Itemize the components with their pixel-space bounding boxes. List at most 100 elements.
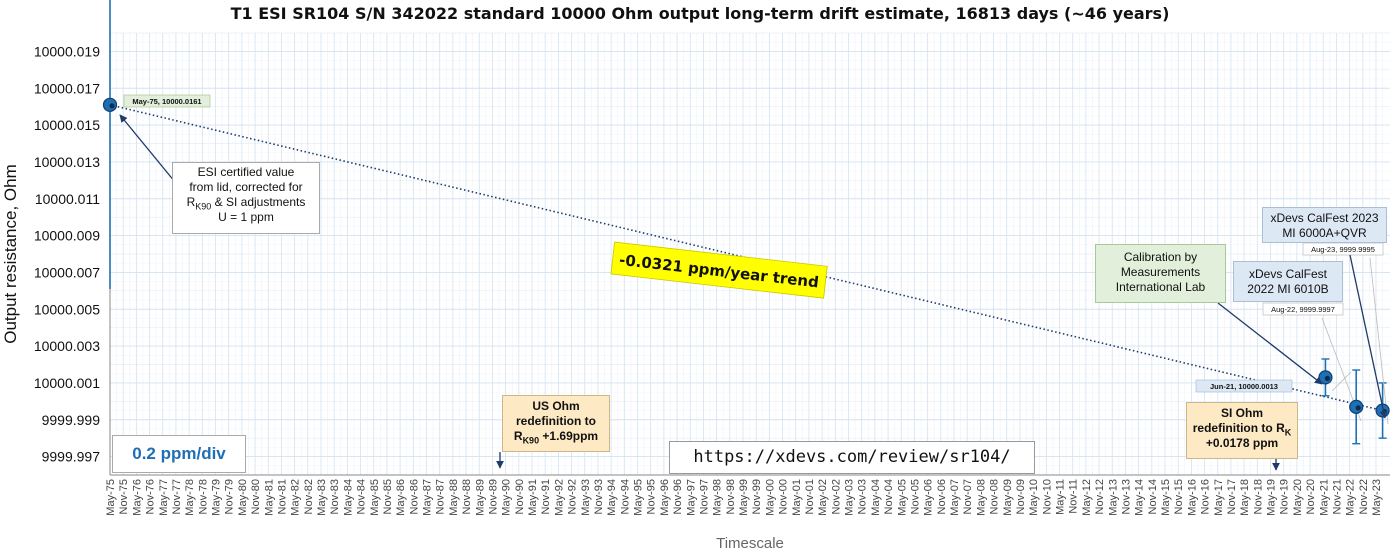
x-tick-label: Nov-21	[1331, 479, 1343, 514]
x-tick-label: May-95	[633, 479, 645, 516]
x-tick-label: May-83	[316, 479, 328, 516]
y-tick-label: 10000.007	[34, 264, 100, 280]
x-tick-label: May-79	[211, 479, 223, 516]
x-tick-label: May-17	[1213, 479, 1225, 516]
mil-note: Calibration by Measurements Internationa…	[1095, 244, 1226, 303]
x-tick-label: May-19	[1266, 479, 1278, 516]
x-tick-label: May-77	[158, 479, 170, 516]
x-tick-label: Nov-20	[1305, 479, 1317, 514]
y-tick-label: 10000.005	[34, 301, 100, 317]
x-tick-label: Nov-89	[487, 479, 499, 514]
data-point-core	[1324, 375, 1331, 381]
x-tick-label: Nov-13	[1120, 479, 1132, 514]
data-point-core	[109, 103, 115, 109]
x-tick-label: Nov-98	[725, 479, 737, 514]
x-tick-label: May-15	[1160, 479, 1172, 516]
annotation-arrows	[119, 114, 1388, 471]
x-tick-label: May-07	[949, 479, 961, 516]
us-ohm-note: US Ohm redefinition to RK90 +1.69ppm	[502, 395, 610, 452]
x-tick-label: May-86	[395, 479, 407, 516]
x-tick-label: Nov-78	[197, 479, 209, 514]
url-note: https://xdevs.com/review/sr104/	[669, 441, 1035, 474]
x-tick-label: Nov-82	[303, 479, 315, 514]
x-tick-label: May-10	[1028, 479, 1040, 516]
y-tick-label: 10000.013	[34, 154, 100, 170]
x-tick-label: Nov-75	[118, 479, 130, 514]
x-tick-label: May-93	[580, 479, 592, 516]
point-label: May-75, 10000.0161	[132, 97, 201, 106]
y-tick-label: 10000.009	[34, 228, 100, 244]
y-tick-label: 10000.015	[34, 117, 100, 133]
x-tick-label: Nov-00	[778, 479, 790, 514]
x-tick-label: Nov-81	[276, 479, 288, 514]
esi-arrow	[119, 114, 176, 183]
point-label-box	[1262, 302, 1344, 316]
x-tick-label: May-96	[659, 479, 671, 516]
x-axis-label: Timescale	[716, 535, 784, 552]
y-tick-label: 10000.019	[34, 43, 100, 59]
x-tick-label: Nov-11	[1068, 479, 1080, 514]
x-tick-label: May-85	[369, 479, 381, 516]
x-tick-label: Nov-04	[883, 479, 895, 514]
y-tick-labels: 10000.019 10000.017 10000.015 10000.013 1000…	[34, 43, 100, 464]
x-tick-label: May-91	[527, 479, 539, 516]
x-tick-label: Nov-03	[857, 479, 869, 514]
x-tick-label: May-97	[685, 479, 697, 516]
x-tick-label: May-00	[764, 479, 776, 516]
x-tick-label: May-99	[738, 479, 750, 516]
x-tick-label: May-22	[1345, 479, 1357, 516]
x-tick-label: Nov-92	[567, 479, 579, 514]
point-label: Aug-23, 9999.9995	[1311, 245, 1375, 254]
x-tick-label: Nov-85	[382, 479, 394, 514]
x-tick-label: May-78	[184, 479, 196, 516]
point-label-box	[1302, 242, 1384, 256]
data-point-core	[1355, 405, 1361, 411]
x-tick-label: May-88	[448, 479, 460, 516]
point-labels: May-75, 10000.0161 Jun-21, 10000.0013 Aug-…	[123, 94, 1384, 393]
x-tick-label: Nov-09	[1015, 479, 1027, 514]
x-tick-label: Nov-88	[461, 479, 473, 514]
x-tick-label: May-89	[474, 479, 486, 516]
x-tick-label: Nov-83	[329, 479, 341, 514]
x-tick-label: Nov-07	[962, 479, 974, 514]
x-tick-label: May-82	[290, 479, 302, 516]
y-tick-label: 10000.003	[34, 338, 100, 354]
x-tick-label: Nov-17	[1226, 479, 1238, 514]
x-tick-label: Nov-05	[909, 479, 921, 514]
x-tick-label: May-80	[237, 479, 249, 516]
x-tick-label: Nov-16	[1200, 479, 1212, 514]
x-tick-label: Nov-94	[619, 479, 631, 514]
x-tick-label: May-06	[923, 479, 935, 516]
y-tick-label: 9999.997	[42, 449, 101, 465]
point-label: Aug-22, 9999.9997	[1271, 305, 1335, 314]
x-tick-label: May-20	[1292, 479, 1304, 516]
x-tick-label: Nov-97	[698, 479, 710, 514]
x-tick-label: May-01	[791, 479, 803, 516]
x-tick-label: May-13	[1107, 479, 1119, 516]
x-tick-label: Nov-02	[830, 479, 842, 514]
trend-label: -0.0321 ppm/year trend	[610, 241, 828, 299]
x-tick-label: Nov-84	[356, 479, 368, 514]
y-tick-label: 10000.017	[34, 80, 100, 96]
x-tick-label: Nov-19	[1279, 479, 1291, 514]
calfest23-arrow	[1349, 254, 1388, 419]
x-tick-label: May-23	[1371, 479, 1383, 516]
x-tick-label: Nov-10	[1041, 479, 1053, 514]
x-tick-label: May-94	[606, 479, 618, 516]
y-tick-label: 9999.999	[42, 412, 101, 428]
x-tick-label: May-12	[1081, 479, 1093, 516]
x-tick-label: May-02	[817, 479, 829, 516]
x-tick-label: May-87	[422, 479, 434, 516]
x-tick-label: Nov-99	[751, 479, 763, 514]
si-ohm-note: SI Ohm redefinition to RK +0.0178 ppm	[1186, 402, 1298, 459]
x-tick-label: May-16	[1186, 479, 1198, 516]
x-tick-label: Nov-77	[171, 479, 183, 514]
x-tick-label: May-05	[896, 479, 908, 516]
x-tick-label: May-03	[844, 479, 856, 516]
mil-arrow	[1217, 302, 1323, 385]
x-tick-label: May-18	[1239, 479, 1251, 516]
x-tick-label: Nov-76	[145, 479, 157, 514]
x-tick-label: Nov-14	[1147, 479, 1159, 514]
x-tick-label: Nov-01	[804, 479, 816, 514]
